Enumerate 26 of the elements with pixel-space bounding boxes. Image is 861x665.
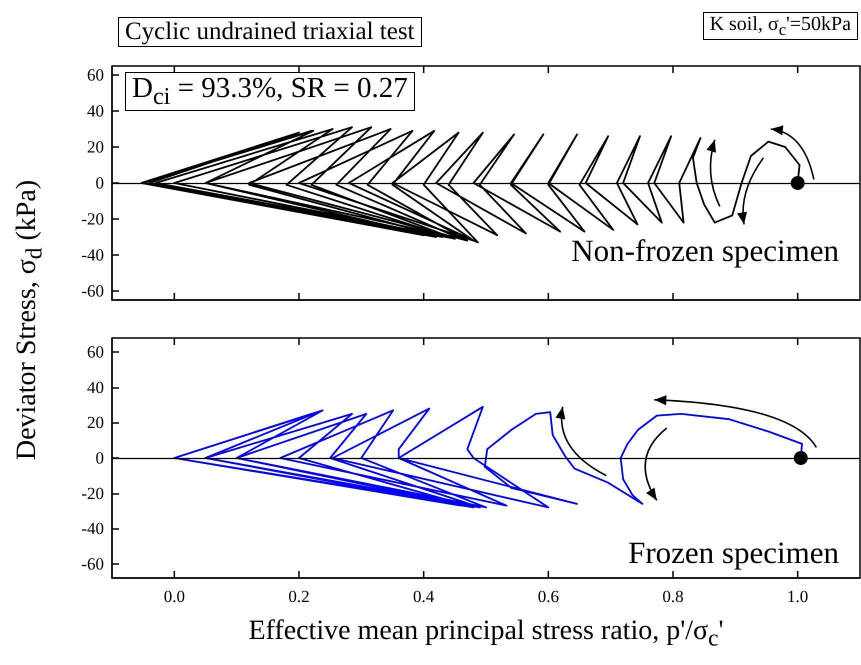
annotation: D$_{ci}$ = 93.3%, SR = 0.27 [125, 72, 415, 112]
y-tick-label: 40 [87, 102, 104, 120]
y-tick-label: -60 [81, 554, 104, 574]
y-tick-label: 40 [87, 378, 104, 397]
y-tick-label: -20 [81, 210, 104, 228]
x-tick-label: 0.8 [662, 587, 684, 606]
y-tick-label: -20 [81, 484, 104, 503]
x-tick-label: 0.2 [288, 587, 310, 606]
x-tick-label: 0.4 [413, 587, 435, 606]
x-axis-title: Effective mean principal stress ratio, p'/σ$_{c}$' [248, 615, 724, 652]
y-tick-label: -60 [81, 282, 104, 300]
annotation: Frozen specimen [628, 535, 839, 570]
y-tick-label: -40 [81, 519, 104, 538]
x-tick-label: 1.0 [787, 587, 808, 606]
annotation: Non-frozen specimen [571, 233, 839, 268]
y-tick-label: 20 [87, 138, 104, 156]
y-tick-label: 60 [87, 66, 104, 84]
x-tick-label: 0.0 [164, 587, 185, 606]
y-tick-label: 20 [87, 413, 104, 432]
y-tick-label: -40 [81, 246, 104, 264]
x-tick-label: 0.6 [538, 587, 559, 606]
text: K soil, σ$_{c}$'=50kPa [702, 12, 858, 40]
y-tick-label: 60 [87, 342, 104, 362]
y-tick-label: 0 [96, 448, 104, 468]
chart-title: Cyclic undrained triaxial test [118, 17, 422, 46]
y-tick-label: 0 [96, 174, 104, 192]
